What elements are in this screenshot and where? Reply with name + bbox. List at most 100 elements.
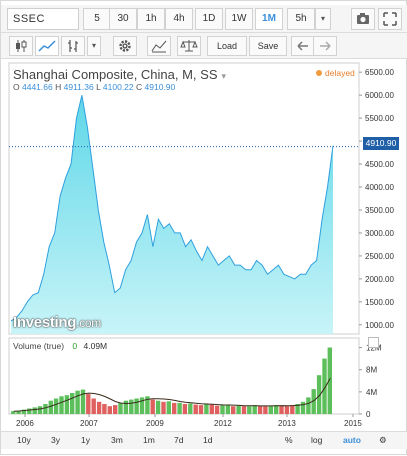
price-area [11,95,333,334]
last-price-tag: 4910.90 [363,137,399,150]
range-bar: 10y 3y 1y 3m 1m 7d 1d % log auto ⚙ [1,431,407,449]
y-tick-label: 3500.00 [365,206,394,215]
range-7d[interactable]: 7d [174,435,184,445]
bars-icon[interactable] [61,36,85,56]
candles-icon[interactable] [9,36,33,56]
interval-1m[interactable]: 1M [255,8,283,30]
volume-ma-line [13,378,331,412]
volume-bar [311,389,316,414]
volume-bar [306,397,311,414]
volume-bar [198,405,204,414]
volume-bar [316,375,322,414]
volume-bar [236,405,241,414]
interval-30[interactable]: 30 [109,8,137,30]
volume-bar [102,404,107,414]
fullscreen-icon[interactable] [378,8,402,30]
area-chart-icon[interactable] [35,36,59,56]
volume-bar [295,404,300,414]
ohlc-readout: O 4441.66 H 4911.36 L 4100.22 C 4910.90 [13,82,176,92]
volume-bar [134,398,139,414]
x-tick-label: 2009 [146,419,164,428]
percent-toggle[interactable]: % [285,435,293,445]
range-3y[interactable]: 3y [51,435,60,445]
interval-1d[interactable]: 1D [195,8,223,30]
y-tick-label: 5500.00 [365,114,394,123]
compare-icon[interactable] [177,36,201,56]
x-tick-label: 2006 [16,419,34,428]
volume-bar [252,405,257,414]
volume-bar [53,398,59,414]
chart-title: Shanghai Composite, China, M, SS ▾ [13,67,227,82]
volume-bar [220,405,225,414]
range-10y[interactable]: 10y [17,435,31,445]
title-dropdown-icon[interactable]: ▾ [221,71,227,81]
investing-logo: Investing.com [13,314,101,331]
interval-1h[interactable]: 1h [137,8,165,30]
volume-bar [172,402,177,414]
y-tick-label: 2000.00 [365,275,394,284]
settings-gear-icon[interactable]: ⚙ [379,435,387,445]
volume-bar [75,390,80,414]
volume-bar [150,399,155,414]
volume-bar [27,408,32,414]
volume-bar [257,405,263,414]
vol-tick-label: 12M [366,344,382,353]
volume-bar [231,406,236,414]
volume-bar [70,393,75,414]
volume-bar [274,405,279,414]
camera-icon[interactable] [351,8,375,30]
volume-bar [16,410,21,414]
interval-1w[interactable]: 1W [225,8,253,30]
volume-bar [322,358,327,414]
load-button[interactable]: Load [207,36,247,56]
volume-bar [145,396,150,414]
volume-bar [241,406,247,414]
y-tick-label: 6000.00 [365,91,394,100]
save-button[interactable]: Save [249,36,287,56]
volume-bar [96,401,102,414]
volume-bar [263,406,268,414]
x-tick-label: 2007 [80,419,98,428]
volume-bar [268,405,273,414]
price-line [10,95,334,322]
volume-bar [204,404,209,414]
pane-maximize-icon[interactable] [368,337,379,348]
range-1m[interactable]: 1m [143,435,155,445]
x-tick-label: 2013 [278,419,296,428]
vol-tick-label: 4M [366,388,377,397]
y-tick-label: 2500.00 [365,252,394,261]
y-tick-label: 1500.00 [365,298,394,307]
y-tick-label: 3000.00 [365,229,394,238]
symbol-input[interactable]: SSEC [7,8,79,30]
log-toggle[interactable]: log [311,435,323,445]
volume-bar [155,400,161,414]
auto-toggle[interactable]: auto [343,435,361,445]
indicators-icon[interactable] [147,36,171,56]
volume-bar [177,402,182,414]
range-1y[interactable]: 1y [81,435,90,445]
interval-dropdown-icon[interactable]: ▾ [315,8,331,30]
range-3m[interactable]: 3m [111,435,123,445]
volume-bar [129,399,134,414]
volume-legend: Volume (true) 0 4.09M [13,341,108,351]
volume-bar [188,403,193,414]
interval-5h[interactable]: 5h [287,8,315,30]
chart-type-dropdown-icon[interactable]: ▾ [87,36,101,56]
redo-icon[interactable] [313,36,337,56]
volume-bar [91,398,96,414]
volume-bar [193,404,198,414]
interval-4h[interactable]: 4h [165,8,193,30]
range-1d[interactable]: 1d [203,435,213,445]
chart-toolbar: ▾ Load Save [1,33,407,59]
y-tick-label: 1000.00 [365,321,394,330]
y-tick-label: 4000.00 [365,183,394,192]
volume-bar [21,409,27,414]
volume-bar [139,397,145,414]
volume-bar [247,406,252,414]
gear-icon[interactable] [113,36,137,56]
volume-bar [43,404,48,414]
volume-bar [86,394,91,414]
volume-bar [290,405,295,414]
volume-bar [32,407,37,414]
